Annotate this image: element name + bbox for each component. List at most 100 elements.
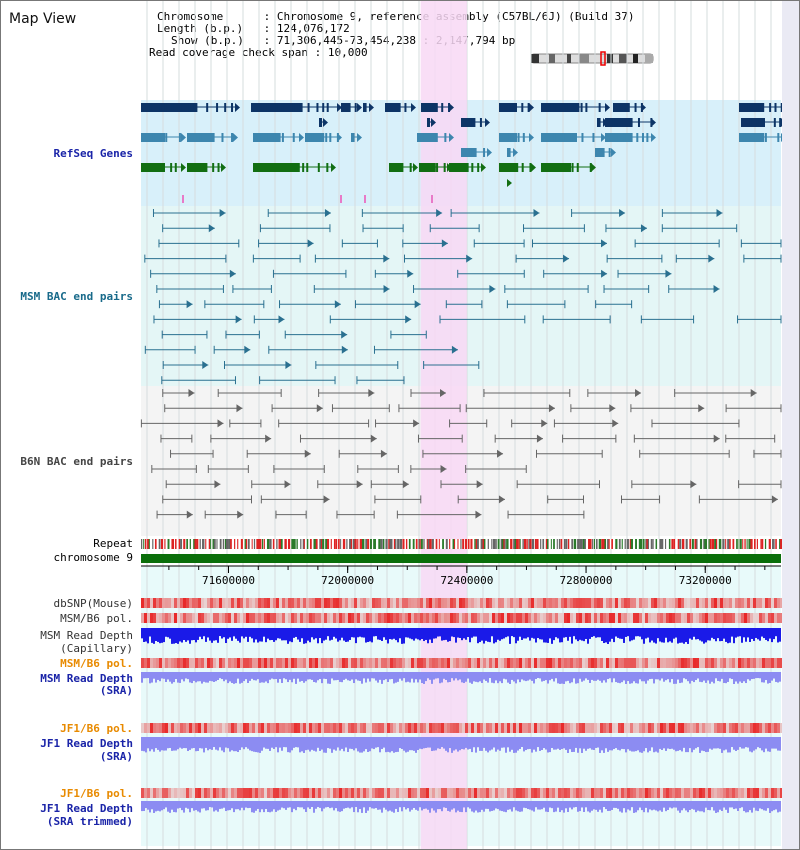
polymorphism-cell <box>315 658 318 668</box>
msm-bac-track[interactable] <box>144 209 782 385</box>
polymorphism-cell <box>750 658 753 668</box>
polymorphism-cell <box>183 788 186 798</box>
read-depth-tracks[interactable] <box>141 628 781 813</box>
repeat-track[interactable] <box>141 539 783 549</box>
polymorphism-tracks[interactable] <box>141 598 783 798</box>
read-depth-bar <box>261 628 263 642</box>
gene-exon <box>513 163 516 172</box>
read-depth-bar <box>339 672 341 682</box>
repeat-element <box>655 539 658 549</box>
polymorphism-cell <box>675 598 678 608</box>
polymorphism-cell <box>441 613 444 623</box>
polymorphism-cell <box>168 598 171 608</box>
read-depth-bar <box>457 801 459 811</box>
read-depth-bar <box>563 628 565 638</box>
gene-exon <box>469 148 472 157</box>
polymorphism-cell <box>744 788 747 798</box>
polymorphism-cell <box>258 613 261 623</box>
polymorphism-cell <box>408 598 411 608</box>
read-depth-bar <box>225 737 227 748</box>
repeat-element <box>737 539 739 549</box>
b6n-bac-track[interactable] <box>140 389 782 519</box>
repeat-element <box>736 539 738 549</box>
read-depth-bar <box>597 737 599 748</box>
read-depth-bar <box>161 737 163 751</box>
polymorphism-cell <box>183 658 186 668</box>
polymorphism-cell <box>684 723 687 733</box>
repeat-element <box>492 539 496 549</box>
polymorphism-cell <box>513 598 516 608</box>
read-depth-bar <box>741 628 743 643</box>
gene-exon <box>573 103 576 112</box>
polymorphism-cell <box>450 658 453 668</box>
read-depth-bar <box>657 737 659 753</box>
read-depth-bar <box>357 801 359 813</box>
read-depth-bar <box>245 737 247 748</box>
repeat-element <box>228 539 231 549</box>
polymorphism-cell <box>282 788 285 798</box>
read-depth-bar <box>703 672 705 681</box>
repeat-element <box>293 539 296 549</box>
repeat-element <box>563 539 566 549</box>
polymorphism-cell <box>345 658 348 668</box>
polymorphism-cell <box>597 613 600 623</box>
polymorphism-cell <box>768 613 771 623</box>
read-depth-bar <box>559 672 561 684</box>
polymorphism-cell <box>420 723 423 733</box>
polymorphism-cell <box>462 658 465 668</box>
polymorphism-cell <box>327 658 330 668</box>
polymorphism-cell <box>522 613 525 623</box>
read-depth-bar <box>403 628 405 644</box>
read-depth-bar <box>763 737 765 753</box>
polymorphism-cell <box>300 613 303 623</box>
read-depth-bar <box>613 672 615 679</box>
polymorphism-cell <box>687 788 690 798</box>
read-depth-bar <box>335 628 337 639</box>
gene-exon <box>479 118 482 127</box>
read-depth-bar <box>373 737 375 750</box>
polymorphism-cell <box>438 598 441 608</box>
read-depth-bar <box>561 801 563 811</box>
read-depth-bar <box>661 737 663 750</box>
read-depth-bar <box>325 628 327 640</box>
read-depth-bar <box>739 737 741 748</box>
polymorphism-cell <box>333 598 336 608</box>
gene-strand-arrow <box>611 148 616 157</box>
chromosome-bar[interactable] <box>141 554 781 563</box>
read-depth-bar <box>501 672 503 684</box>
read-depth-bar <box>637 628 639 637</box>
read-depth-bar <box>683 628 685 644</box>
gene-exon <box>251 103 253 112</box>
chromosome-ideogram[interactable] <box>530 51 654 66</box>
bac-end-arrow <box>690 480 697 489</box>
read-depth-bar <box>479 801 481 813</box>
polymorphism-cell <box>450 598 453 608</box>
read-depth-bar <box>229 672 231 682</box>
polymorphism-cell <box>471 658 474 668</box>
gene-exon <box>285 163 288 172</box>
polymorphism-cell <box>624 598 627 608</box>
refseq-genes-track[interactable] <box>141 103 786 203</box>
bac-end-arrow <box>498 495 505 504</box>
read-depth-bar <box>489 801 491 812</box>
polymorphism-cell <box>294 723 297 733</box>
bac-end-arrow <box>533 209 540 217</box>
polymorphism-cell <box>282 658 285 668</box>
polymorphism-cell <box>753 613 756 623</box>
right-scroll-strip[interactable] <box>782 1 799 849</box>
read-depth-bar <box>695 672 697 681</box>
polymorphism-cell <box>615 598 618 608</box>
read-depth-bar <box>595 672 597 681</box>
read-depth-bar <box>271 628 273 641</box>
polymorphism-cell <box>204 723 207 733</box>
read-depth-bar <box>363 672 365 679</box>
polymorphism-cell <box>270 723 273 733</box>
repeat-element <box>567 539 570 549</box>
repeat-element <box>491 539 493 549</box>
repeat-element <box>760 539 762 549</box>
polymorphism-cell <box>585 723 588 733</box>
read-depth-bar <box>743 672 745 682</box>
polymorphism-cell <box>573 598 576 608</box>
read-depth-bar <box>269 801 271 813</box>
